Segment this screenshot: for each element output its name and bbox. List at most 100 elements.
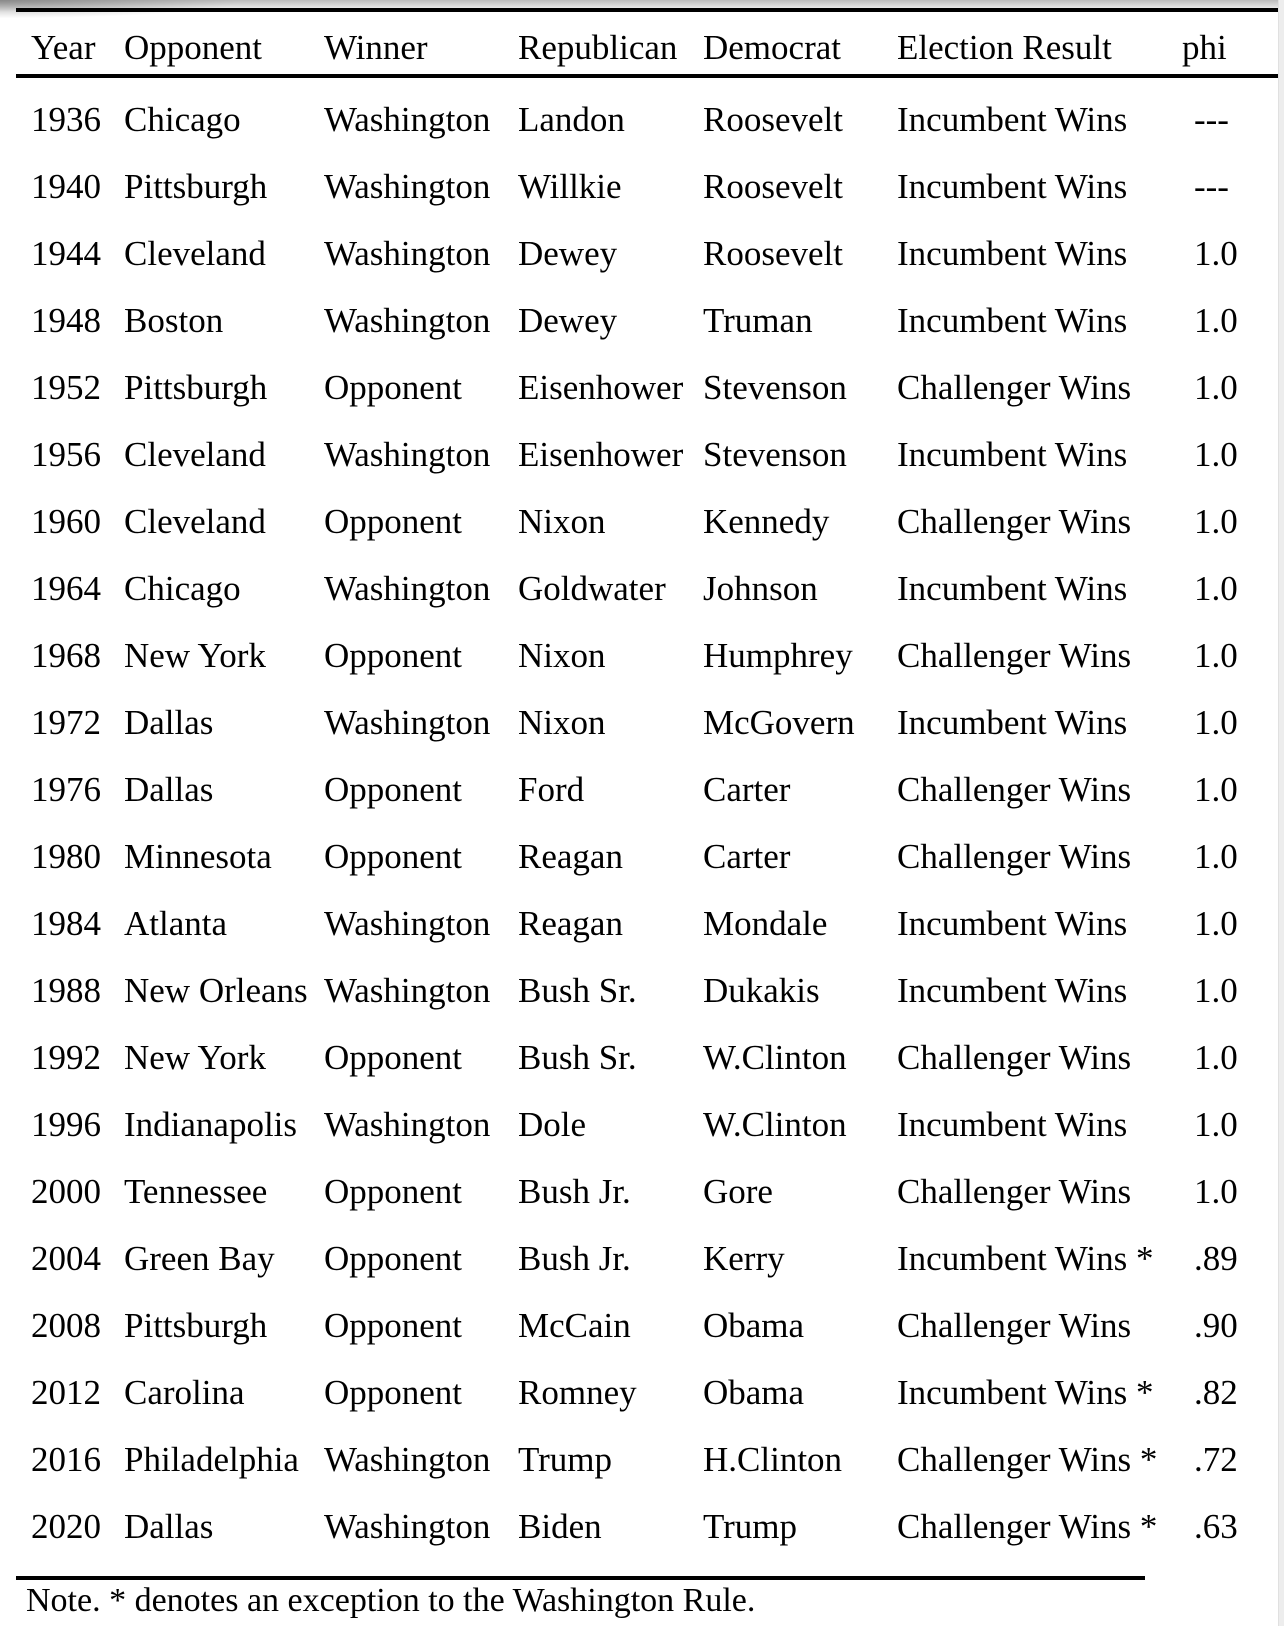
- cell-year: 2000: [31, 1171, 101, 1211]
- cell-opponent: Chicago: [124, 568, 241, 608]
- cell-election-result: Incumbent Wins: [897, 903, 1128, 943]
- cell-democrat: Roosevelt: [703, 166, 843, 206]
- cell-republican: Bush Sr.: [518, 1037, 637, 1077]
- table-header-rule: [16, 74, 1278, 78]
- table-row: 1972 Dallas Washington Nixon McGovern In…: [31, 689, 1261, 756]
- cell-year: 1980: [31, 836, 101, 876]
- page-right-edge: [1278, 0, 1284, 1626]
- cell-republican: Nixon: [518, 702, 606, 742]
- cell-opponent: Green Bay: [124, 1238, 275, 1278]
- cell-phi: .82: [1194, 1372, 1238, 1412]
- cell-election-result: Challenger Wins: [897, 1037, 1132, 1077]
- table-row: 2012 Carolina Opponent Romney Obama Incu…: [31, 1359, 1261, 1426]
- cell-phi: ---: [1194, 99, 1229, 139]
- cell-phi: 1.0: [1194, 300, 1238, 340]
- cell-democrat: Dukakis: [703, 970, 820, 1010]
- cell-phi: 1.0: [1194, 568, 1238, 608]
- cell-election-result: Challenger Wins: [897, 836, 1132, 876]
- cell-republican: Bush Jr.: [518, 1171, 631, 1211]
- cell-winner: Opponent: [324, 1372, 463, 1412]
- cell-republican: Eisenhower: [518, 434, 684, 474]
- cell-election-result: Challenger Wins: [897, 501, 1132, 541]
- table-header-row: Year Opponent Winner Republican Democrat…: [31, 26, 1261, 70]
- cell-year: 1996: [31, 1104, 101, 1144]
- cell-opponent: Pittsburgh: [124, 367, 268, 407]
- table-row: 2008 Pittsburgh Opponent McCain Obama Ch…: [31, 1292, 1261, 1359]
- cell-republican: Trump: [518, 1439, 613, 1479]
- cell-year: 2008: [31, 1305, 101, 1345]
- table-top-rule: [16, 8, 1278, 12]
- table-row: 1948 Boston Washington Dewey Truman Incu…: [31, 287, 1261, 354]
- cell-republican: Dole: [518, 1104, 587, 1144]
- table-row: 1976 Dallas Opponent Ford Carter Challen…: [31, 756, 1261, 823]
- cell-democrat: Roosevelt: [703, 233, 843, 273]
- cell-republican: Reagan: [518, 836, 623, 876]
- table-row: 1968 New York Opponent Nixon Humphrey Ch…: [31, 622, 1261, 689]
- cell-opponent: Pittsburgh: [124, 1305, 268, 1345]
- table-body: 1936 Chicago Washington Landon Roosevelt…: [31, 86, 1261, 1560]
- cell-phi: 1.0: [1194, 702, 1238, 742]
- cell-winner: Washington: [324, 434, 491, 474]
- table-row: 1964 Chicago Washington Goldwater Johnso…: [31, 555, 1261, 622]
- cell-republican: Dewey: [518, 233, 618, 273]
- cell-winner: Opponent: [324, 1305, 463, 1345]
- cell-winner: Opponent: [324, 367, 463, 407]
- cell-year: 1992: [31, 1037, 101, 1077]
- cell-election-result: Incumbent Wins: [897, 300, 1128, 340]
- cell-year: 2004: [31, 1238, 101, 1278]
- table-row: 1936 Chicago Washington Landon Roosevelt…: [31, 86, 1261, 153]
- cell-year: 2016: [31, 1439, 101, 1479]
- cell-democrat: Trump: [703, 1506, 798, 1546]
- cell-phi: 1.0: [1194, 970, 1238, 1010]
- table-row: 1992 New York Opponent Bush Sr. W.Clinto…: [31, 1024, 1261, 1091]
- cell-opponent: Tennessee: [124, 1171, 268, 1211]
- cell-opponent: Atlanta: [124, 903, 228, 943]
- cell-winner: Washington: [324, 903, 491, 943]
- cell-winner: Washington: [324, 702, 491, 742]
- cell-phi: .89: [1194, 1238, 1238, 1278]
- cell-year: 1988: [31, 970, 101, 1010]
- cell-democrat: Stevenson: [703, 367, 847, 407]
- cell-year: 2012: [31, 1372, 101, 1412]
- table-note: Note. * denotes an exception to the Wash…: [26, 1582, 756, 1619]
- cell-republican: Nixon: [518, 635, 606, 675]
- col-header-phi: phi: [1182, 28, 1227, 67]
- cell-republican: Bush Sr.: [518, 970, 637, 1010]
- cell-republican: Goldwater: [518, 568, 666, 608]
- cell-opponent: New York: [124, 635, 266, 675]
- cell-year: 1984: [31, 903, 101, 943]
- cell-republican: McCain: [518, 1305, 631, 1345]
- table-row: 2004 Green Bay Opponent Bush Jr. Kerry I…: [31, 1225, 1261, 1292]
- cell-phi: 1.0: [1194, 233, 1238, 273]
- cell-democrat: Kennedy: [703, 501, 830, 541]
- cell-winner: Washington: [324, 99, 491, 139]
- cell-democrat: Kerry: [703, 1238, 785, 1278]
- cell-republican: Bush Jr.: [518, 1238, 631, 1278]
- cell-opponent: Dallas: [124, 702, 214, 742]
- cell-winner: Opponent: [324, 1171, 463, 1211]
- cell-winner: Opponent: [324, 1037, 463, 1077]
- cell-opponent: Minnesota: [124, 836, 272, 876]
- table-row: 1980 Minnesota Opponent Reagan Carter Ch…: [31, 823, 1261, 890]
- cell-phi: 1.0: [1194, 1037, 1238, 1077]
- cell-opponent: New Orleans: [124, 970, 308, 1010]
- cell-phi: .90: [1194, 1305, 1238, 1345]
- cell-year: 2020: [31, 1506, 101, 1546]
- cell-opponent: Cleveland: [124, 501, 266, 541]
- cell-opponent: Cleveland: [124, 233, 266, 273]
- cell-democrat: Stevenson: [703, 434, 847, 474]
- table-bottom-rule: [16, 1576, 1145, 1580]
- cell-winner: Opponent: [324, 501, 463, 541]
- cell-democrat: Johnson: [703, 568, 818, 608]
- cell-phi: .63: [1194, 1506, 1238, 1546]
- cell-year: 1964: [31, 568, 101, 608]
- cell-phi: 1.0: [1194, 1104, 1238, 1144]
- cell-election-result: Incumbent Wins: [897, 99, 1128, 139]
- cell-winner: Washington: [324, 1104, 491, 1144]
- cell-election-result: Challenger Wins *: [897, 1439, 1158, 1479]
- cell-opponent: Cleveland: [124, 434, 266, 474]
- cell-winner: Washington: [324, 568, 491, 608]
- cell-year: 1956: [31, 434, 101, 474]
- cell-winner: Opponent: [324, 1238, 463, 1278]
